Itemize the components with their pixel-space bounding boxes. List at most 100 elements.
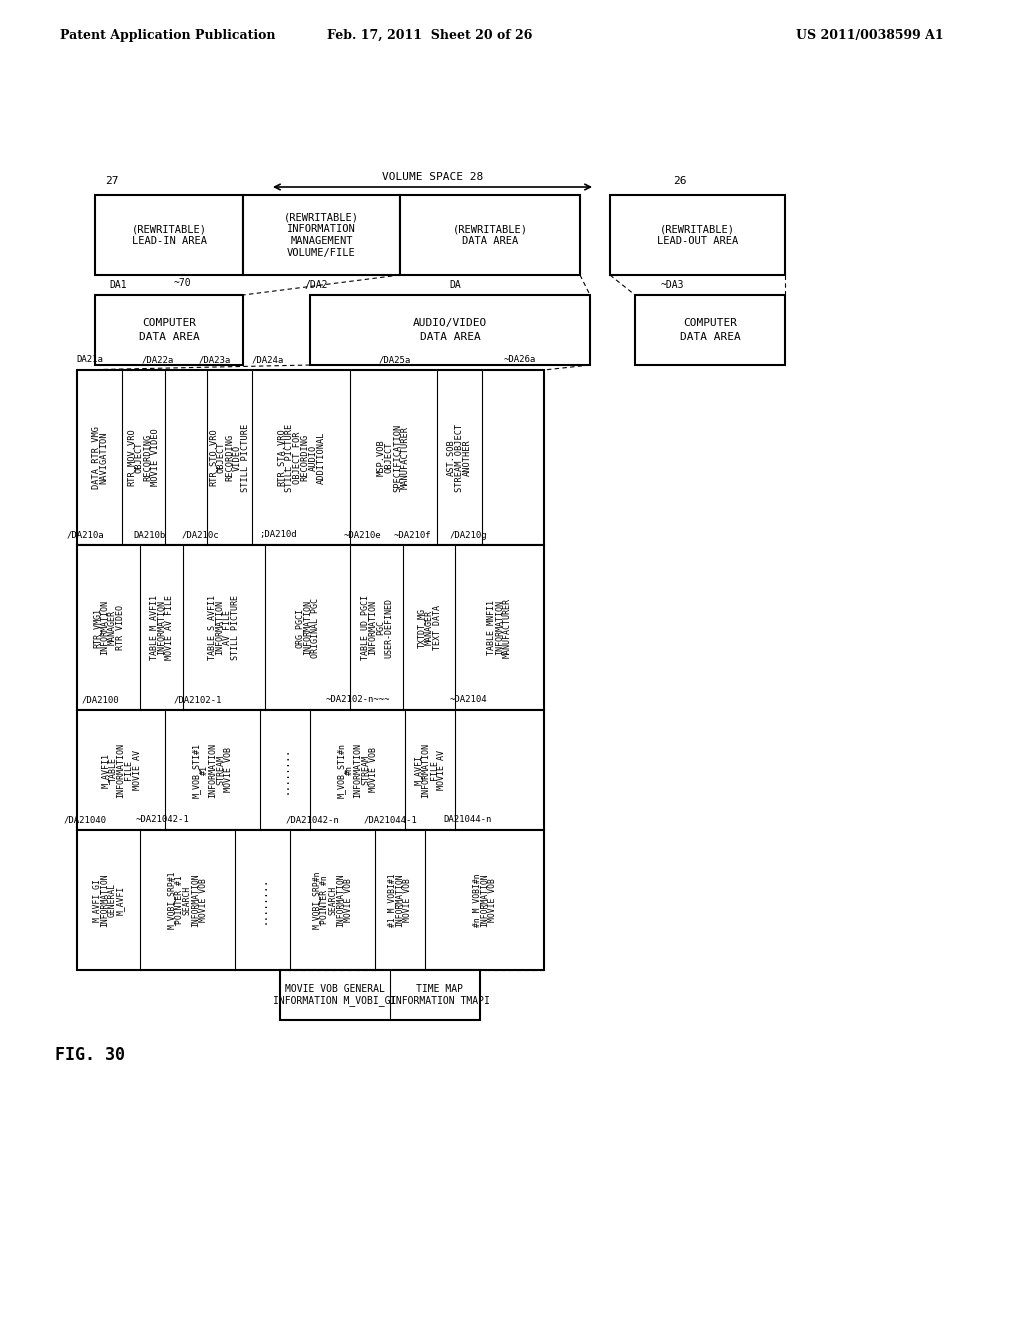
Text: M_VOBI_SRP#1: M_VOBI_SRP#1 [167, 871, 176, 929]
Text: /DA23a: /DA23a [199, 355, 231, 364]
Text: INFORMATION: INFORMATION [208, 742, 217, 797]
Text: /DA24a: /DA24a [252, 355, 284, 364]
Text: M_VOBI_SRP#n: M_VOBI_SRP#n [312, 871, 321, 929]
Text: 27: 27 [105, 176, 119, 186]
Text: VOLUME SPACE 28: VOLUME SPACE 28 [382, 172, 483, 182]
Text: (REWRITABLE): (REWRITABLE) [453, 224, 527, 234]
Text: INFORMATION TMAPI: INFORMATION TMAPI [390, 997, 489, 1006]
Text: /DA22a: /DA22a [142, 355, 174, 364]
Text: ~DA210f: ~DA210f [393, 531, 431, 540]
Text: ORG_PGCI: ORG_PGCI [295, 607, 304, 648]
Text: M_AVFI: M_AVFI [116, 886, 125, 915]
Text: ANOTHER: ANOTHER [463, 440, 472, 477]
Text: Patent Application Publication: Patent Application Publication [60, 29, 275, 41]
Text: RECORDING: RECORDING [300, 434, 309, 480]
Text: MOVIE VOB: MOVIE VOB [344, 878, 353, 921]
Text: STREAM OBJECT: STREAM OBJECT [455, 424, 464, 491]
Text: AV FILE: AV FILE [223, 610, 232, 645]
Text: ........: ........ [280, 747, 290, 793]
Text: OBJECT: OBJECT [217, 442, 226, 474]
Text: /DA2102-1: /DA2102-1 [174, 696, 222, 705]
Text: ~DA210e: ~DA210e [343, 531, 381, 540]
Text: ~DA2104: ~DA2104 [450, 696, 486, 705]
Text: FIG. 30: FIG. 30 [55, 1045, 125, 1064]
Text: INFORMATION: INFORMATION [495, 601, 504, 655]
Text: MOVIE AV: MOVIE AV [132, 750, 141, 789]
Text: SPECIFICATION: SPECIFICATION [393, 424, 402, 491]
Bar [280, 970, 480, 1020]
Text: TABLE M_AVFI1: TABLE M_AVFI1 [150, 595, 158, 660]
Text: M_VOB_STI#n: M_VOB_STI#n [337, 742, 346, 797]
Text: DA21044-n: DA21044-n [443, 816, 493, 825]
Text: MOVIE VOB GENERAL: MOVIE VOB GENERAL [285, 983, 385, 994]
Text: GENERAL: GENERAL [108, 883, 117, 917]
Text: COMPUTER: COMPUTER [683, 318, 737, 327]
Bar [95, 294, 243, 366]
Text: TXTDT_MG: TXTDT_MG [417, 607, 426, 648]
Text: PGC: PGC [376, 620, 385, 635]
Text: ~DA21042-1: ~DA21042-1 [135, 816, 188, 825]
Text: /DA2: /DA2 [304, 280, 328, 290]
Text: ........: ........ [257, 876, 267, 924]
Text: ADDITIONAL: ADDITIONAL [316, 432, 326, 483]
Text: MANUFACTURER: MANUFACTURER [503, 598, 512, 657]
Bar [243, 195, 400, 275]
Text: INFORMATION: INFORMATION [215, 601, 224, 655]
Text: INFORMATION: INFORMATION [353, 742, 362, 797]
Text: /DA21044-1: /DA21044-1 [364, 816, 417, 825]
Text: OBJECT FOR: OBJECT FOR [293, 432, 301, 483]
Text: /DA2100: /DA2100 [81, 696, 119, 705]
Bar [77, 370, 544, 545]
Text: MOVIE VOB: MOVIE VOB [488, 878, 497, 921]
Text: VIDEO: VIDEO [233, 445, 242, 471]
Text: INFORMATION: INFORMATION [368, 601, 377, 655]
Text: US 2011/0038599 A1: US 2011/0038599 A1 [797, 29, 944, 41]
Text: INFORMATION: INFORMATION [422, 742, 430, 797]
Text: DA210b: DA210b [134, 531, 166, 540]
Text: LEAD-OUT AREA: LEAD-OUT AREA [656, 236, 738, 246]
Text: INFORMATION: INFORMATION [336, 874, 345, 927]
Text: DATA RTR_VMG: DATA RTR_VMG [91, 426, 100, 488]
Text: RECORDING: RECORDING [225, 434, 234, 480]
Text: INFORMATION: INFORMATION [117, 742, 126, 797]
Text: RTR_MOV.VRO: RTR_MOV.VRO [127, 429, 136, 486]
Bar [310, 294, 590, 366]
Text: MOVIE VOB: MOVIE VOB [403, 878, 413, 921]
Text: #n M_VOBI#n: #n M_VOBI#n [472, 874, 481, 927]
Text: DATA AREA: DATA AREA [680, 333, 740, 342]
Text: INFORMATION: INFORMATION [480, 874, 489, 927]
Text: (REWRITABLE): (REWRITABLE) [660, 224, 735, 234]
Text: /DA210c: /DA210c [181, 531, 219, 540]
Text: USER-DEFINED: USER-DEFINED [384, 598, 393, 657]
Text: M_AVFI1: M_AVFI1 [100, 752, 110, 788]
Text: MSP.VOB: MSP.VOB [377, 440, 386, 477]
Text: /DA25a: /DA25a [379, 355, 411, 364]
Text: MANAGEMENT: MANAGEMENT [290, 236, 352, 246]
Text: ~DA2102-n~~~: ~DA2102-n~~~ [326, 696, 390, 705]
Text: (REWRITABLE): (REWRITABLE) [131, 224, 207, 234]
Bar [95, 195, 243, 275]
Text: ~DA3: ~DA3 [660, 280, 684, 290]
Text: AUDIO: AUDIO [308, 445, 317, 471]
Text: DATA AREA: DATA AREA [138, 333, 200, 342]
Text: COMPUTER: COMPUTER [142, 318, 196, 327]
Text: DA1: DA1 [110, 280, 127, 290]
Text: ;DA210d: ;DA210d [259, 531, 297, 540]
Text: #1 M_VOBI#1: #1 M_VOBI#1 [387, 874, 396, 927]
Text: STILL PICTURE: STILL PICTURE [285, 424, 294, 491]
Text: DA: DA [450, 280, 461, 290]
Text: ~DA26a: ~DA26a [504, 355, 537, 364]
Text: RTR_STA.VRO: RTR_STA.VRO [276, 429, 286, 486]
Text: TIME MAP: TIME MAP [417, 983, 464, 994]
Text: OBJECT: OBJECT [135, 442, 144, 474]
Text: INFORMATION: INFORMATION [100, 601, 109, 655]
Text: STILL PICTURE: STILL PICTURE [231, 595, 241, 660]
Text: RECORDING: RECORDING [143, 434, 152, 480]
Text: #n: #n [345, 766, 354, 775]
Text: RTR VIDEO: RTR VIDEO [116, 605, 125, 649]
Text: ORIGINAL PGC: ORIGINAL PGC [311, 598, 319, 657]
Text: MOVIE VIDEO: MOVIE VIDEO [151, 429, 160, 486]
Text: DATA AREA: DATA AREA [420, 333, 480, 342]
Text: MOVIE AV FILE: MOVIE AV FILE [165, 595, 174, 660]
Text: FILE: FILE [429, 760, 438, 780]
